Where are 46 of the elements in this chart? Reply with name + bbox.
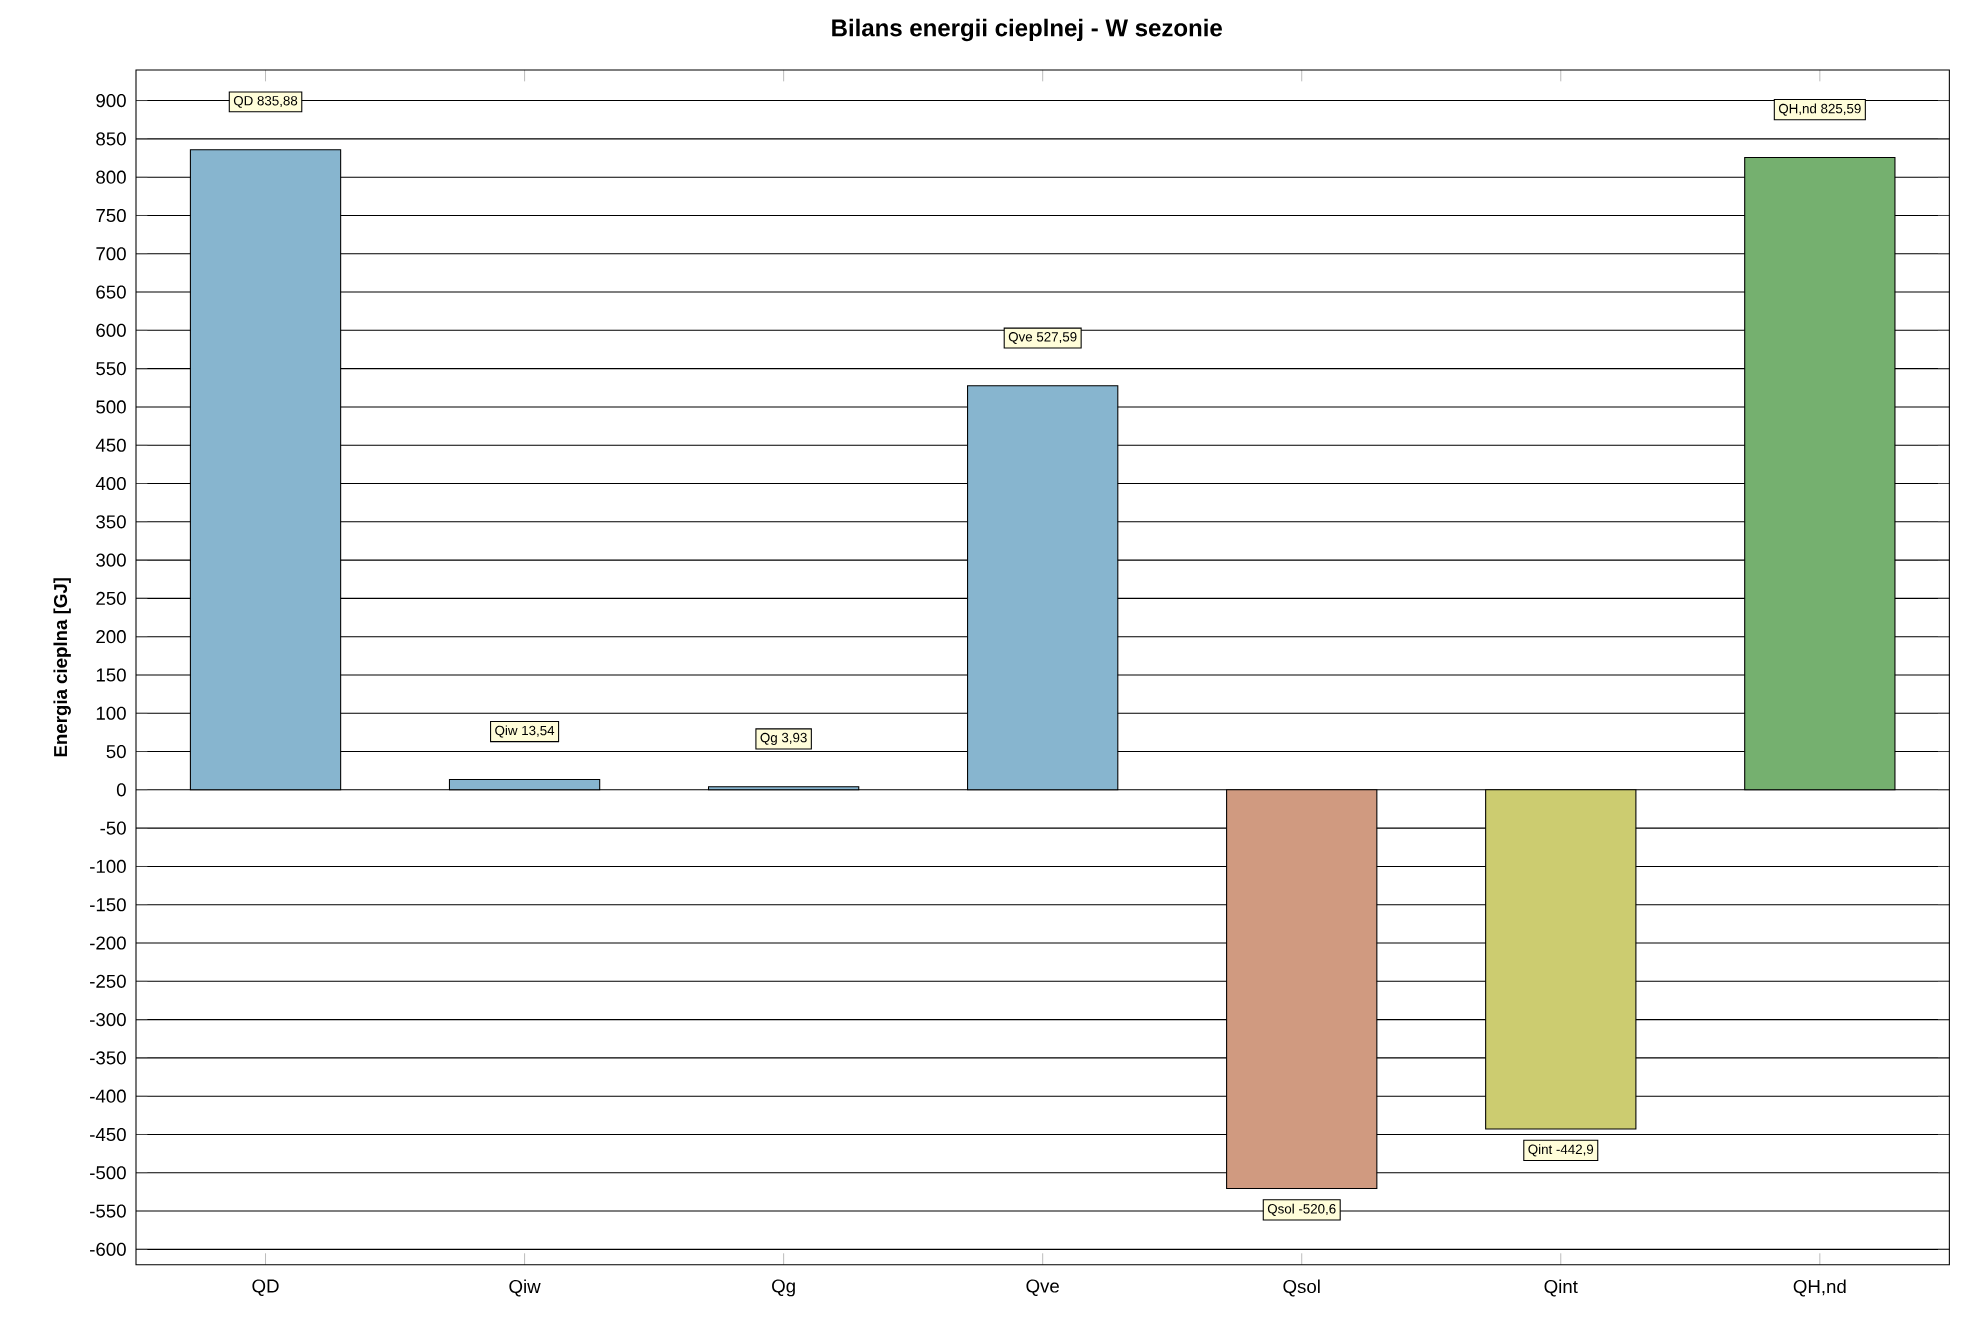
bar [1485,789,1637,1130]
x-tick-label: Qve [1026,1279,1059,1296]
y-tick-label: -200 [90,936,126,950]
bar [189,149,342,791]
y-tick-label: -450 [90,1127,126,1142]
y-tick-label: 600 [96,323,126,337]
y-tick-label: 900 [96,94,126,108]
y-tick-label: 750 [96,208,126,223]
bar [967,385,1119,791]
y-tick-label: 250 [96,591,126,605]
y-tick-label: -100 [90,859,126,874]
y-tick-label: 450 [95,438,126,452]
y-tick-label: 100 [96,706,126,720]
chart-title: Bilans energii cieplnej - W sezonie [832,18,1222,42]
y-tick-label: -250 [90,974,126,988]
y-axis-title: Energia cieplna [GJ] [53,578,71,757]
y-tick-label: -350 [90,1051,126,1065]
y-tick-label: 500 [96,400,126,414]
y-tick-label: -550 [90,1204,126,1218]
y-tick-label: 700 [96,247,126,261]
y-tick-label: 800 [96,170,126,184]
y-tick-label: -300 [90,1013,126,1027]
y-tick-label: 200 [96,630,126,644]
bar [1744,157,1896,791]
y-tick-label: 300 [96,553,126,567]
x-tick-label: Qiw [509,1279,541,1297]
x-tick-label: QD [252,1279,279,1296]
y-tick-label: 850 [96,132,126,146]
y-tick-label: -500 [90,1166,126,1180]
y-tick-label: -50 [100,821,126,835]
y-tick-label: 0 [116,783,126,797]
bar [448,778,601,791]
x-tick-label: Qg [772,1279,795,1297]
x-tick-label: Qsol [1283,1279,1320,1297]
y-tick-label: 50 [106,744,126,759]
y-tick-label: -150 [90,898,126,912]
y-tick-label: -600 [90,1242,126,1256]
bar [1226,789,1378,1190]
y-tick-label: 550 [96,362,126,376]
y-tick-label: 400 [95,476,126,491]
y-tick-label: 150 [96,668,126,682]
y-tick-label: 350 [96,515,126,529]
y-tick-label: 650 [96,285,126,299]
x-tick-label: QH,nd [1793,1279,1846,1297]
y-tick-label: -400 [90,1089,126,1103]
x-tick-label: Qint [1544,1279,1578,1297]
